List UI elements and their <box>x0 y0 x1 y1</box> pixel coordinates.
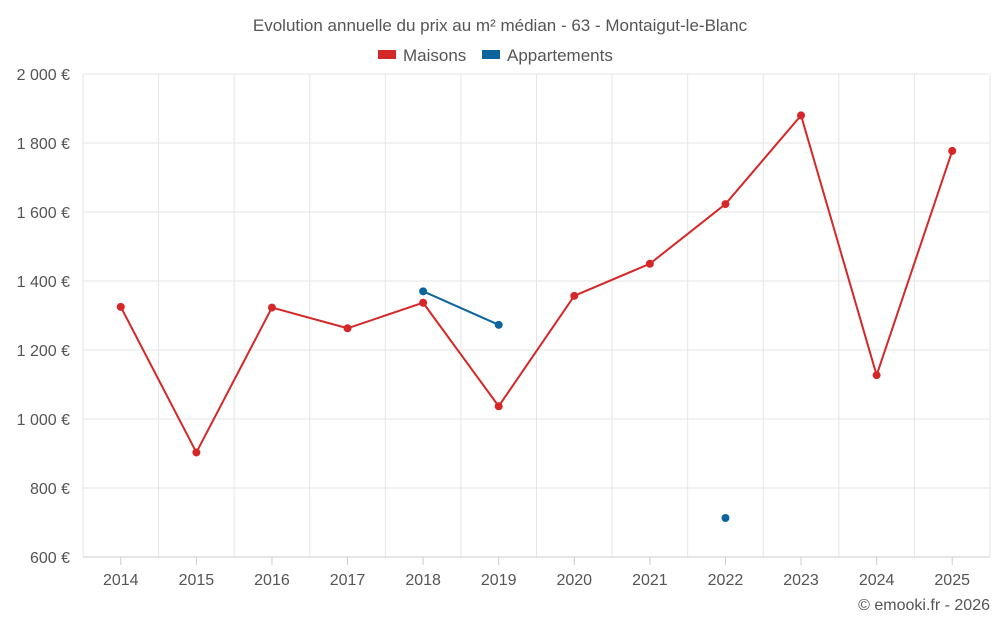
data-point[interactable] <box>872 371 881 380</box>
y-tick-label: 1 400 € <box>17 274 70 291</box>
x-tick-label: 2021 <box>632 572 668 589</box>
legend: Maisons Appartements <box>378 46 613 65</box>
data-point[interactable] <box>192 448 201 457</box>
data-point[interactable] <box>645 259 654 268</box>
series-line <box>119 114 954 454</box>
data-point[interactable] <box>948 146 957 155</box>
series-maisons <box>116 111 957 457</box>
x-tick-label: 2016 <box>254 572 290 589</box>
y-tick-label: 1 200 € <box>17 343 70 360</box>
x-tick-label: 2014 <box>103 572 139 589</box>
y-tick-label: 2 000 € <box>17 67 70 84</box>
data-point[interactable] <box>797 111 806 120</box>
data-point[interactable] <box>570 291 579 300</box>
data-point[interactable] <box>267 303 276 312</box>
series <box>116 111 957 523</box>
y-tick-label: 1 000 € <box>17 412 70 429</box>
legend-label: Maisons <box>403 46 466 65</box>
legend-item-maisons[interactable]: Maisons <box>378 46 466 65</box>
grid <box>82 73 991 557</box>
x-tick-label: 2019 <box>481 572 517 589</box>
x-tick-label: 2015 <box>179 572 215 589</box>
credit-text: © emooki.fr - 2026 <box>858 597 990 614</box>
data-point[interactable] <box>419 298 428 307</box>
data-point[interactable] <box>494 320 503 329</box>
y-tick-label: 1 600 € <box>17 205 70 222</box>
data-point[interactable] <box>419 287 428 296</box>
legend-item-appartements[interactable]: Appartements <box>482 46 613 65</box>
legend-swatch <box>378 50 396 59</box>
data-point[interactable] <box>721 514 730 523</box>
x-tick-label: 2024 <box>859 572 895 589</box>
x-tick-label: 2018 <box>405 572 441 589</box>
x-tick-label: 2025 <box>934 572 970 589</box>
x-tick-label: 2022 <box>708 572 744 589</box>
x-tick-label: 2020 <box>556 572 592 589</box>
data-point[interactable] <box>343 324 352 333</box>
legend-swatch <box>482 50 500 59</box>
series-appartements <box>419 287 730 523</box>
series-line <box>422 290 500 326</box>
y-tick-label: 1 800 € <box>17 136 70 153</box>
chart-title: Evolution annuelle du prix au m² médian … <box>253 16 748 35</box>
x-tick-label: 2017 <box>330 572 366 589</box>
y-tick-label: 600 € <box>30 550 70 567</box>
data-point[interactable] <box>721 200 730 209</box>
legend-label: Appartements <box>507 46 613 65</box>
data-point[interactable] <box>116 302 125 311</box>
x-tick-label: 2023 <box>783 572 819 589</box>
y-tick-label: 800 € <box>30 481 70 498</box>
axes: 600 € 800 € 1 000 € 1 200 € 1 400 € 1 600 € 1 … <box>17 67 990 589</box>
data-point[interactable] <box>494 402 503 411</box>
